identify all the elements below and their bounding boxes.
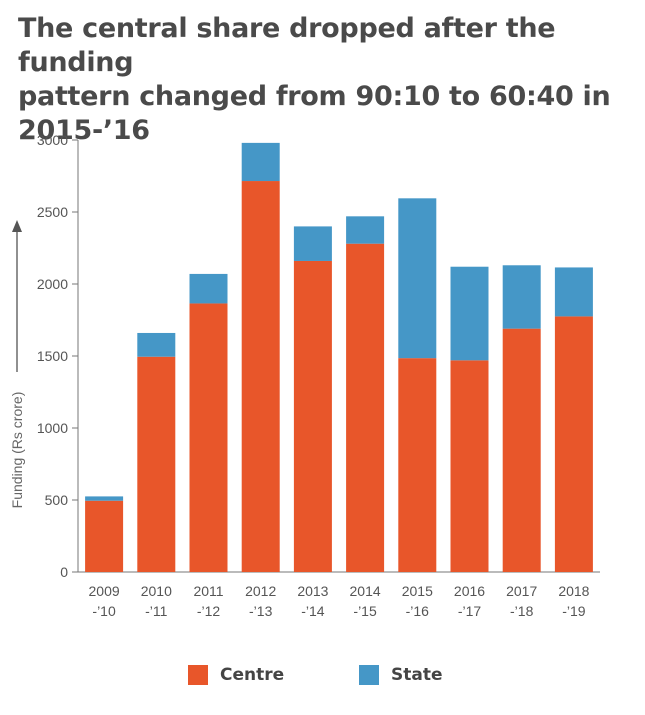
y-tick-label: 2000 xyxy=(37,276,68,292)
x-tick-label-line1: 2016 xyxy=(454,583,485,599)
y-tick-label: 1500 xyxy=(37,348,68,364)
x-tick-label-line1: 2017 xyxy=(506,583,537,599)
x-tick-label-line2: -’16 xyxy=(406,603,430,619)
y-tick-label: 500 xyxy=(45,492,69,508)
bar-state-2011 xyxy=(189,273,228,304)
bar-centre-2012 xyxy=(241,181,280,573)
title-line-1: The central share dropped after the fund… xyxy=(18,13,556,78)
y-axis-arrow-head xyxy=(12,220,22,232)
x-tick-label-line1: 2009 xyxy=(89,583,120,599)
x-tick-label-line1: 2014 xyxy=(350,583,381,599)
y-tick-label: 1000 xyxy=(37,420,68,436)
axis-labels: 0 500 1000 1500 2000 2500 3000 Funding (Rs cror… xyxy=(9,132,590,619)
bar-centre-2011 xyxy=(189,303,228,572)
x-tick-label-line1: 2013 xyxy=(297,583,328,599)
bar-state-2010 xyxy=(137,332,176,357)
x-tick-label-line1: 2015 xyxy=(402,583,433,599)
legend-label-state: State xyxy=(391,665,443,685)
y-axis-label: Funding (Rs crore) xyxy=(9,392,25,509)
legend-item-state: State xyxy=(359,665,443,685)
bar-centre-2010 xyxy=(137,356,176,572)
title-line-3: 2015-’16 xyxy=(18,115,150,146)
y-tick-label: 0 xyxy=(60,564,68,580)
bar-state-2013 xyxy=(293,226,332,261)
bars xyxy=(85,142,593,573)
y-tick-label: 2500 xyxy=(37,204,68,220)
x-tick-label-line1: 2012 xyxy=(245,583,276,599)
x-tick-label-line2: -’11 xyxy=(145,603,168,619)
legend-item-centre: Centre xyxy=(188,665,284,685)
bar-centre-2017 xyxy=(502,328,541,572)
bar-state-2014 xyxy=(346,216,385,244)
bar-centre-2018 xyxy=(554,316,593,572)
x-tick-label-line1: 2018 xyxy=(558,583,589,599)
bar-centre-2016 xyxy=(450,360,489,572)
legend-label-centre: Centre xyxy=(220,665,285,685)
bar-state-2016 xyxy=(450,266,489,361)
bar-state-2015 xyxy=(398,198,437,359)
bar-state-2009 xyxy=(85,496,124,501)
x-tick-label-line2: -’19 xyxy=(562,603,586,619)
x-tick-label-line2: -’14 xyxy=(301,603,325,619)
legend-swatch-centre xyxy=(188,665,208,685)
x-tick-label-line1: 2010 xyxy=(141,583,172,599)
bar-centre-2009 xyxy=(85,500,124,572)
bar-state-2018 xyxy=(554,267,593,317)
legend-swatch-state xyxy=(359,665,379,685)
x-tick-label-line2: -’13 xyxy=(249,603,273,619)
x-tick-label-line2: -’12 xyxy=(197,603,221,619)
bar-centre-2015 xyxy=(398,358,437,572)
y-tick-label: 3000 xyxy=(37,132,68,148)
x-tick-label-line2: -’17 xyxy=(458,603,482,619)
bar-centre-2014 xyxy=(346,243,385,572)
x-tick-label-line2: -’15 xyxy=(353,603,377,619)
chart-title: The central share dropped after the fund… xyxy=(18,12,628,148)
x-tick-label-line2: -’10 xyxy=(92,603,116,619)
bar-state-2017 xyxy=(502,265,541,329)
title-line-2: pattern changed from 90:10 to 60:40 in xyxy=(18,81,611,112)
x-tick-label-line2: -’18 xyxy=(510,603,534,619)
bar-state-2012 xyxy=(241,142,280,182)
bar-centre-2013 xyxy=(293,260,332,572)
x-tick-label-line1: 2011 xyxy=(193,583,223,599)
